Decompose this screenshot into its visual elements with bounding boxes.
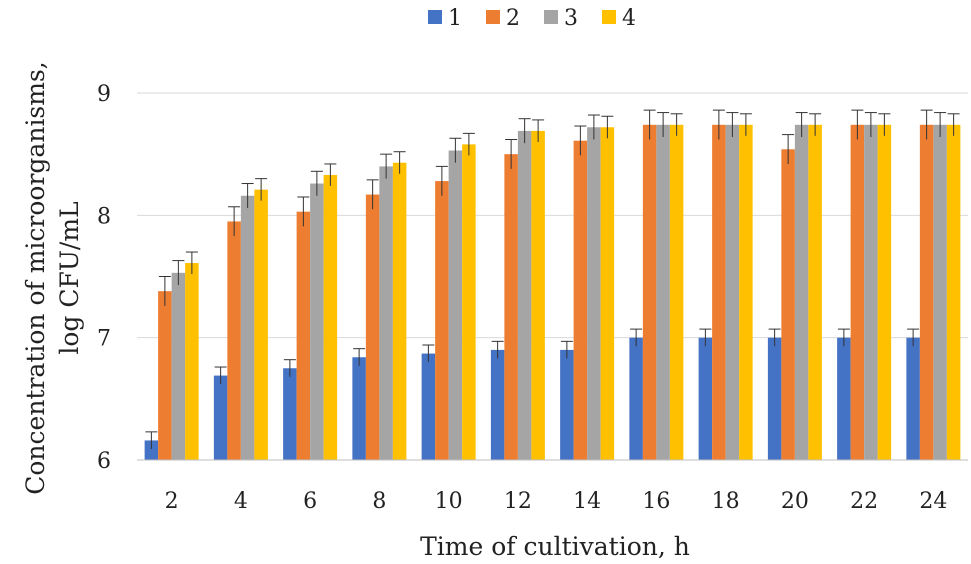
bar-series-3-18: [725, 124, 740, 460]
bar-series-4-10: [462, 144, 476, 460]
bars: [144, 124, 961, 461]
bar-series-2-6: [296, 211, 311, 460]
bar-series-4-16: [669, 124, 684, 460]
bar-series-2-8: [365, 194, 380, 460]
bar-series-4-8: [392, 162, 407, 461]
legend-label-4: 4: [622, 6, 636, 31]
x-tick-label-10: 10: [435, 489, 463, 514]
bar-series-1-18: [698, 337, 713, 460]
bar-series-2-12: [504, 154, 518, 460]
x-tick-label-4: 4: [234, 489, 248, 514]
bar-series-3-12: [517, 130, 532, 460]
bar-series-4-6: [323, 174, 338, 461]
grid-lines: [137, 92, 968, 339]
bar-series-1-16: [629, 337, 643, 460]
bar-series-2-18: [712, 124, 726, 460]
bar-series-1-4: [213, 375, 228, 460]
bar-series-3-10: [448, 150, 463, 460]
bar-series-2-10: [435, 181, 449, 460]
error-bars: [145, 109, 960, 449]
x-tick-label-6: 6: [303, 489, 317, 514]
bar-series-1-14: [560, 349, 574, 460]
y-axis-title-line-1: Concentration of microorganisms,: [21, 61, 50, 495]
x-tick-label-22: 22: [850, 489, 878, 514]
bar-series-2-22: [850, 124, 865, 460]
legend-label-3: 3: [564, 6, 578, 31]
bar-series-2-14: [573, 140, 588, 460]
y-tick-label-8: 8: [97, 204, 111, 229]
bar-series-3-14: [587, 127, 601, 461]
bar-series-4-24: [946, 124, 961, 460]
bar-series-3-2: [171, 272, 186, 460]
bar-series-4-2: [185, 263, 199, 460]
x-axis-title: Time of cultivation, h: [420, 532, 690, 561]
bar-series-2-24: [919, 124, 934, 460]
bar-series-1-22: [837, 337, 851, 460]
bar-series-3-6: [310, 183, 324, 460]
bar-series-1-20: [767, 337, 782, 460]
bar-series-3-24: [933, 124, 947, 460]
y-tick-label-9: 9: [97, 82, 111, 107]
bar-series-4-4: [254, 189, 268, 461]
bar-series-2-2: [158, 291, 172, 460]
bar-series-3-16: [656, 124, 670, 460]
x-tick-label-14: 14: [573, 489, 601, 514]
legend: 1 2 3 4: [428, 6, 636, 31]
y-tick-label-6: 6: [97, 449, 111, 474]
bar-series-1-12: [490, 349, 505, 460]
bar-series-2-16: [642, 124, 657, 460]
bar-series-4-12: [531, 130, 545, 460]
bar-series-4-22: [877, 124, 892, 460]
x-tick-label-8: 8: [372, 489, 386, 514]
legend-swatch-4: [602, 10, 616, 24]
bar-series-2-4: [227, 221, 241, 460]
legend-label-2: 2: [506, 6, 520, 31]
bar-series-4-20: [808, 124, 822, 460]
x-tick-label-2: 2: [165, 489, 179, 514]
bar-series-1-24: [906, 337, 920, 460]
x-tick-label-16: 16: [642, 489, 670, 514]
legend-swatch-3: [544, 10, 558, 24]
bar-series-1-8: [352, 357, 366, 460]
bar-series-4-18: [739, 124, 753, 460]
bar-series-3-8: [379, 166, 393, 460]
legend-swatch-1: [428, 10, 442, 24]
x-tick-label-12: 12: [504, 489, 532, 514]
bar-series-2-20: [781, 149, 795, 461]
legend-swatch-2: [486, 10, 500, 24]
x-tick-label-18: 18: [712, 489, 740, 514]
bar-series-3-4: [240, 195, 255, 460]
bar-series-1-6: [283, 368, 297, 460]
y-axis-title: Concentration of microorganisms, log CFU…: [21, 61, 84, 495]
bar-series-3-20: [794, 124, 809, 460]
bar-series-1-10: [421, 353, 436, 460]
bar-series-4-14: [600, 127, 615, 461]
x-tick-label-24: 24: [919, 489, 947, 514]
x-tick-label-20: 20: [781, 489, 809, 514]
bar-series-3-22: [864, 124, 878, 460]
y-tick-label-7: 7: [97, 327, 111, 352]
y-axis-title-line-2: log CFU/mL: [55, 201, 84, 354]
bar-series-1-2: [144, 440, 159, 460]
legend-label-1: 1: [448, 6, 462, 31]
